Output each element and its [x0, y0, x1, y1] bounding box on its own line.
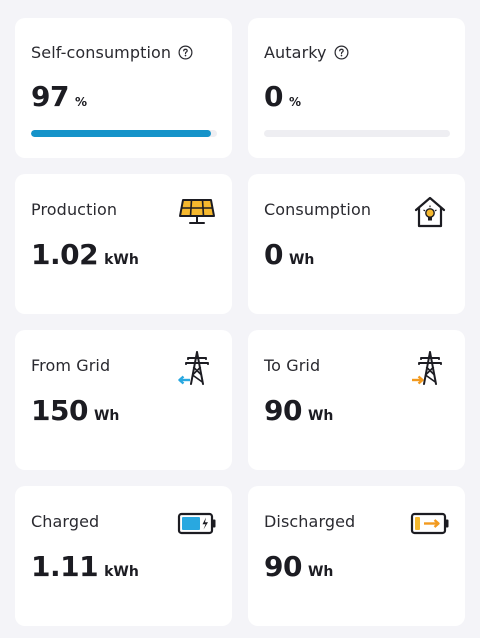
card-unit: Wh — [93, 408, 120, 424]
production-card: Production 1.02 kWh — [15, 174, 232, 314]
autarky-card: Autarky 0 % — [248, 18, 465, 158]
card-title: From Grid — [31, 356, 111, 375]
card-value: 90 — [264, 550, 302, 583]
card-value: 0 — [264, 238, 283, 271]
battery-discharging-icon — [410, 512, 449, 535]
card-value: 90 — [264, 394, 302, 427]
discharged-card: Discharged 90 Wh — [248, 486, 465, 626]
card-unit: kWh — [104, 252, 139, 268]
card-title: Self-consumption — [31, 43, 172, 62]
card-value: 1.02 — [31, 238, 99, 271]
card-unit: Wh — [288, 252, 315, 268]
grid-import-icon — [178, 351, 209, 385]
card-unit: Wh — [307, 408, 334, 424]
card-title: Discharged — [264, 512, 356, 531]
consumption-card: Consumption 0 Wh — [248, 174, 465, 314]
grid-export-icon — [412, 351, 442, 385]
card-value: 150 — [31, 394, 88, 427]
card-title: Production — [31, 200, 118, 219]
card-title: Consumption — [264, 200, 372, 219]
progress-bar — [31, 130, 217, 137]
card-value: 1.11 — [31, 550, 99, 583]
battery-charging-icon — [177, 512, 216, 535]
charged-card: Charged 1.11 kWh — [15, 486, 232, 626]
card-value: 97 — [31, 80, 69, 113]
card-unit: % — [74, 95, 87, 109]
card-title: To Grid — [264, 356, 321, 375]
solar-panel-icon — [179, 199, 215, 224]
card-unit: kWh — [104, 564, 139, 580]
help-icon[interactable] — [334, 45, 349, 60]
progress-fill — [31, 130, 212, 137]
card-unit: % — [288, 95, 302, 109]
card-unit: Wh — [307, 564, 334, 580]
self-consumption-card: Self-consumption 97 % — [15, 18, 232, 158]
card-value: 0 — [264, 80, 283, 113]
progress-bar — [264, 130, 450, 137]
house-bulb-icon — [414, 196, 446, 228]
to-grid-card: To Grid 90 Wh — [248, 330, 465, 470]
card-title: Charged — [31, 512, 100, 531]
from-grid-card: From Grid 150 Wh — [15, 330, 232, 470]
card-title: Autarky — [264, 43, 327, 62]
help-icon[interactable] — [178, 45, 193, 60]
